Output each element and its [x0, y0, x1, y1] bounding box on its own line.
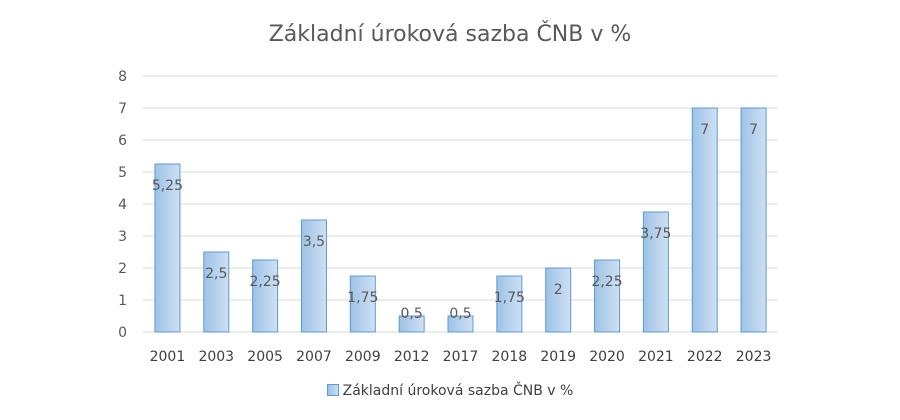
y-tick-label: 6 — [118, 133, 127, 149]
x-tick-label: 2012 — [394, 349, 430, 365]
legend: Základní úroková sazba ČNB v % — [0, 383, 900, 399]
data-label: 3,5 — [303, 234, 325, 250]
legend-label: Základní úroková sazba ČNB v % — [342, 383, 574, 399]
grid-lines — [143, 75, 778, 333]
x-tick-label: 2009 — [345, 349, 381, 365]
y-tick-label: 0 — [118, 325, 127, 341]
y-tick-label: 7 — [118, 101, 127, 117]
bar — [349, 275, 376, 333]
x-tick-label: 2022 — [687, 349, 723, 365]
bar — [545, 267, 572, 333]
x-tick-label: 2018 — [492, 349, 528, 365]
data-labels: 5,25 2,5 2,25 3,5 1,75 0,5 0,5 1,75 2 2,25 3,75 7 7 — [152, 122, 758, 322]
bar — [252, 259, 279, 333]
chart-title: Základní úroková sazba ČNB v % — [268, 22, 632, 47]
data-label: 7 — [749, 122, 758, 138]
data-label: 5,25 — [152, 178, 183, 194]
bars — [154, 107, 767, 333]
y-tick-label: 1 — [118, 293, 127, 309]
data-label: 2 — [554, 282, 563, 298]
bar — [496, 275, 523, 333]
y-tick-label: 8 — [118, 69, 127, 85]
data-label: 0,5 — [401, 306, 423, 322]
data-label: 7 — [700, 122, 709, 138]
data-label: 1,75 — [347, 290, 378, 306]
y-tick-label: 3 — [118, 229, 127, 245]
bar — [740, 107, 767, 333]
x-tick-label: 2001 — [150, 349, 186, 365]
x-tick-label: 2007 — [296, 349, 332, 365]
x-tick-label: 2019 — [540, 349, 576, 365]
data-label: 2,25 — [591, 274, 622, 290]
y-axis-ticks: 0 1 2 3 4 5 6 7 8 — [118, 69, 127, 341]
legend-swatch — [326, 384, 339, 396]
bar — [203, 251, 230, 333]
data-label: 1,75 — [494, 290, 525, 306]
data-label: 2,5 — [205, 266, 227, 282]
x-tick-label: 2023 — [736, 349, 772, 365]
x-tick-label: 2017 — [443, 349, 479, 365]
x-tick-label: 2020 — [589, 349, 625, 365]
y-tick-label: 4 — [118, 197, 127, 213]
x-tick-label: 2021 — [638, 349, 674, 365]
bar — [398, 315, 425, 333]
x-tick-label: 2005 — [247, 349, 283, 365]
bar — [154, 163, 181, 333]
bar — [447, 315, 474, 333]
x-axis-ticks: 2001 2003 2005 2007 2009 2012 2017 2018 2019 2020… — [150, 349, 772, 365]
y-tick-label: 5 — [118, 165, 127, 181]
data-label: 0,5 — [449, 306, 471, 322]
x-tick-label: 2003 — [198, 349, 234, 365]
data-label: 3,75 — [640, 226, 671, 242]
data-label: 2,25 — [250, 274, 281, 290]
bar — [691, 107, 718, 333]
bar — [594, 259, 621, 333]
bar — [642, 211, 669, 333]
y-tick-label: 2 — [118, 261, 127, 277]
bar — [300, 219, 327, 333]
